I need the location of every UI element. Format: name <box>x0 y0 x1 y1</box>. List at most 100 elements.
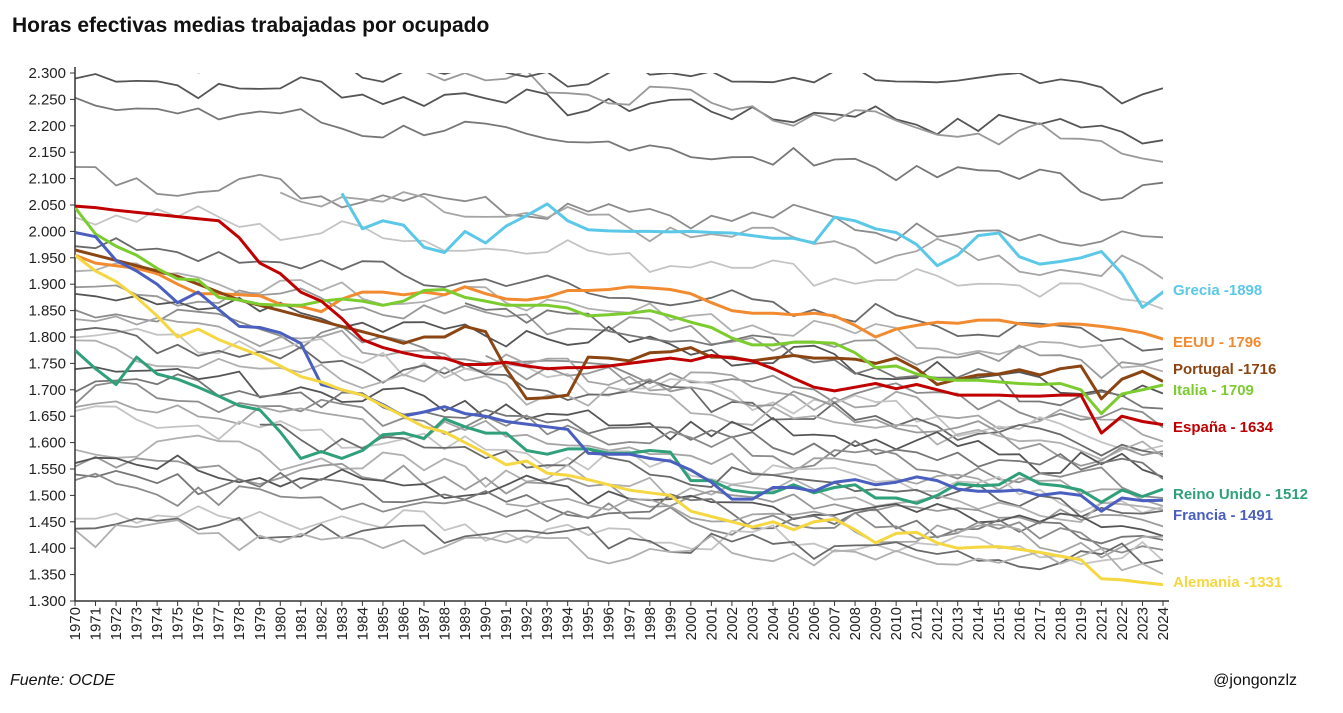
x-tick-label: 2006 <box>806 607 823 640</box>
source-note: Fuente: OCDE <box>10 672 115 689</box>
background-series-line <box>75 380 1163 499</box>
x-tick-label: 2002 <box>724 607 741 640</box>
x-tick-label: 2015 <box>991 607 1008 640</box>
x-tick-label: 1974 <box>149 607 166 640</box>
series-line-grecia <box>340 192 1163 309</box>
background-series-line <box>75 339 1163 461</box>
y-tick-label: 2.150 <box>28 144 66 161</box>
y-tick-label: 1.750 <box>28 355 66 372</box>
x-tick-label: 1973 <box>129 607 146 640</box>
y-tick-label: 1.850 <box>28 303 66 320</box>
background-series-line <box>75 434 1163 524</box>
highlighted-country-lines <box>75 192 1163 587</box>
x-tick-label: 2000 <box>683 607 700 640</box>
y-tick-label: 1.550 <box>28 461 66 478</box>
x-tick-label: 1986 <box>395 607 412 640</box>
x-tick-label: 1994 <box>560 607 577 640</box>
background-series-line <box>75 293 1163 398</box>
y-tick-label: 1.950 <box>28 250 66 267</box>
background-series-line <box>75 373 1163 480</box>
x-tick-label: 1979 <box>252 607 269 640</box>
y-tick-label: 2.250 <box>28 91 66 108</box>
y-tick-label: 1.500 <box>28 487 66 504</box>
background-series-line <box>75 455 1163 528</box>
x-tick-label: 1996 <box>601 607 618 640</box>
series-line-españa <box>75 204 1163 435</box>
y-tick-label: 2.300 <box>28 65 66 82</box>
background-series-line <box>75 505 1163 566</box>
x-tick-label: 2023 <box>1134 607 1151 640</box>
background-series-line <box>75 469 1163 545</box>
x-tick-label: 1987 <box>416 607 433 640</box>
x-tick-label: 1976 <box>190 607 207 640</box>
background-series-line <box>75 366 1163 478</box>
chart-title: Horas efectivas medias trabajadas por oc… <box>12 14 490 37</box>
background-series-line <box>75 96 1163 202</box>
background-series-line <box>75 326 1163 457</box>
x-tick-label: 1977 <box>211 607 228 640</box>
background-series-line <box>75 166 1163 247</box>
series-label-italia: Italia - 1709 <box>1173 382 1254 399</box>
x-tick-label: 1989 <box>457 607 474 640</box>
x-tick-label: 1988 <box>437 607 454 640</box>
x-tick-label: 1972 <box>108 607 125 640</box>
background-series-line <box>75 516 1163 571</box>
y-tick-label: 1.450 <box>28 514 66 531</box>
series-label-grecia: Grecia -1898 <box>1173 282 1262 299</box>
author-credit: @jongonzlz <box>1213 672 1297 689</box>
x-tick-label: 2016 <box>1011 607 1028 640</box>
background-series-line <box>197 73 1163 105</box>
x-tick-label: 2008 <box>847 607 864 640</box>
background-series-line <box>75 519 1163 575</box>
x-tick-label: 1995 <box>580 607 597 640</box>
series-line-italia <box>75 206 1163 416</box>
x-tick-label: 1985 <box>375 607 392 640</box>
y-tick-label: 1.700 <box>28 382 66 399</box>
y-tick-label: 1.600 <box>28 435 66 452</box>
series-line-francia <box>75 231 1163 513</box>
y-tick-label: 2.050 <box>28 197 66 214</box>
x-tick-label: 2014 <box>970 607 987 640</box>
x-tick-label: 2009 <box>868 607 885 640</box>
background-series-line <box>279 191 1163 280</box>
x-tick-label: 2012 <box>929 607 946 640</box>
y-tick-label: 1.800 <box>28 329 66 346</box>
x-tick-label: 1982 <box>313 607 330 640</box>
x-tick-label: 1992 <box>519 607 536 640</box>
y-tick-label: 1.900 <box>28 276 66 293</box>
background-series-line <box>75 405 1163 514</box>
y-tick-label: 1.650 <box>28 408 66 425</box>
y-tick-label: 1.300 <box>28 593 66 610</box>
x-tick-label: 2021 <box>1093 607 1110 640</box>
series-label-francia: Francia - 1491 <box>1173 507 1273 524</box>
series-label-españa: España - 1634 <box>1173 419 1274 436</box>
y-tick-label: 1.400 <box>28 540 66 557</box>
x-tick-label: 1990 <box>478 607 495 640</box>
background-series-line <box>75 73 1163 145</box>
x-tick-label: 2024 <box>1155 607 1172 640</box>
x-tick-label: 2017 <box>1032 607 1049 640</box>
x-tick-label: 1998 <box>642 607 659 640</box>
y-tick-label: 2.100 <box>28 171 66 188</box>
background-series-line <box>75 237 1163 352</box>
x-tick-label: 1991 <box>498 607 515 640</box>
x-tick-label: 1975 <box>170 607 187 640</box>
series-label-reino-unido: Reino Unido - 1512 <box>1173 486 1308 503</box>
background-country-lines <box>75 73 1163 575</box>
background-series-line <box>75 205 1163 310</box>
x-tick-label: 1981 <box>293 607 310 640</box>
series-line-alemania <box>75 254 1163 587</box>
background-series-line <box>75 472 1163 554</box>
x-tick-label: 1984 <box>354 607 371 640</box>
x-tick-label: 1980 <box>272 607 289 640</box>
series-label-eeuu: EEUU - 1796 <box>1173 334 1261 351</box>
x-tick-label: 1983 <box>334 607 351 640</box>
series-label-portugal: Portugal -1716 <box>1173 361 1276 378</box>
x-tick-label: 2007 <box>827 607 844 640</box>
y-tick-label: 1.350 <box>28 567 66 584</box>
x-tick-label: 2013 <box>950 607 967 640</box>
x-tick-label: 2010 <box>888 607 905 640</box>
background-series-line <box>75 262 1163 373</box>
series-labels: Grecia -1898 EEUU - 1796 Portugal -1716 Ita… <box>1173 282 1308 591</box>
